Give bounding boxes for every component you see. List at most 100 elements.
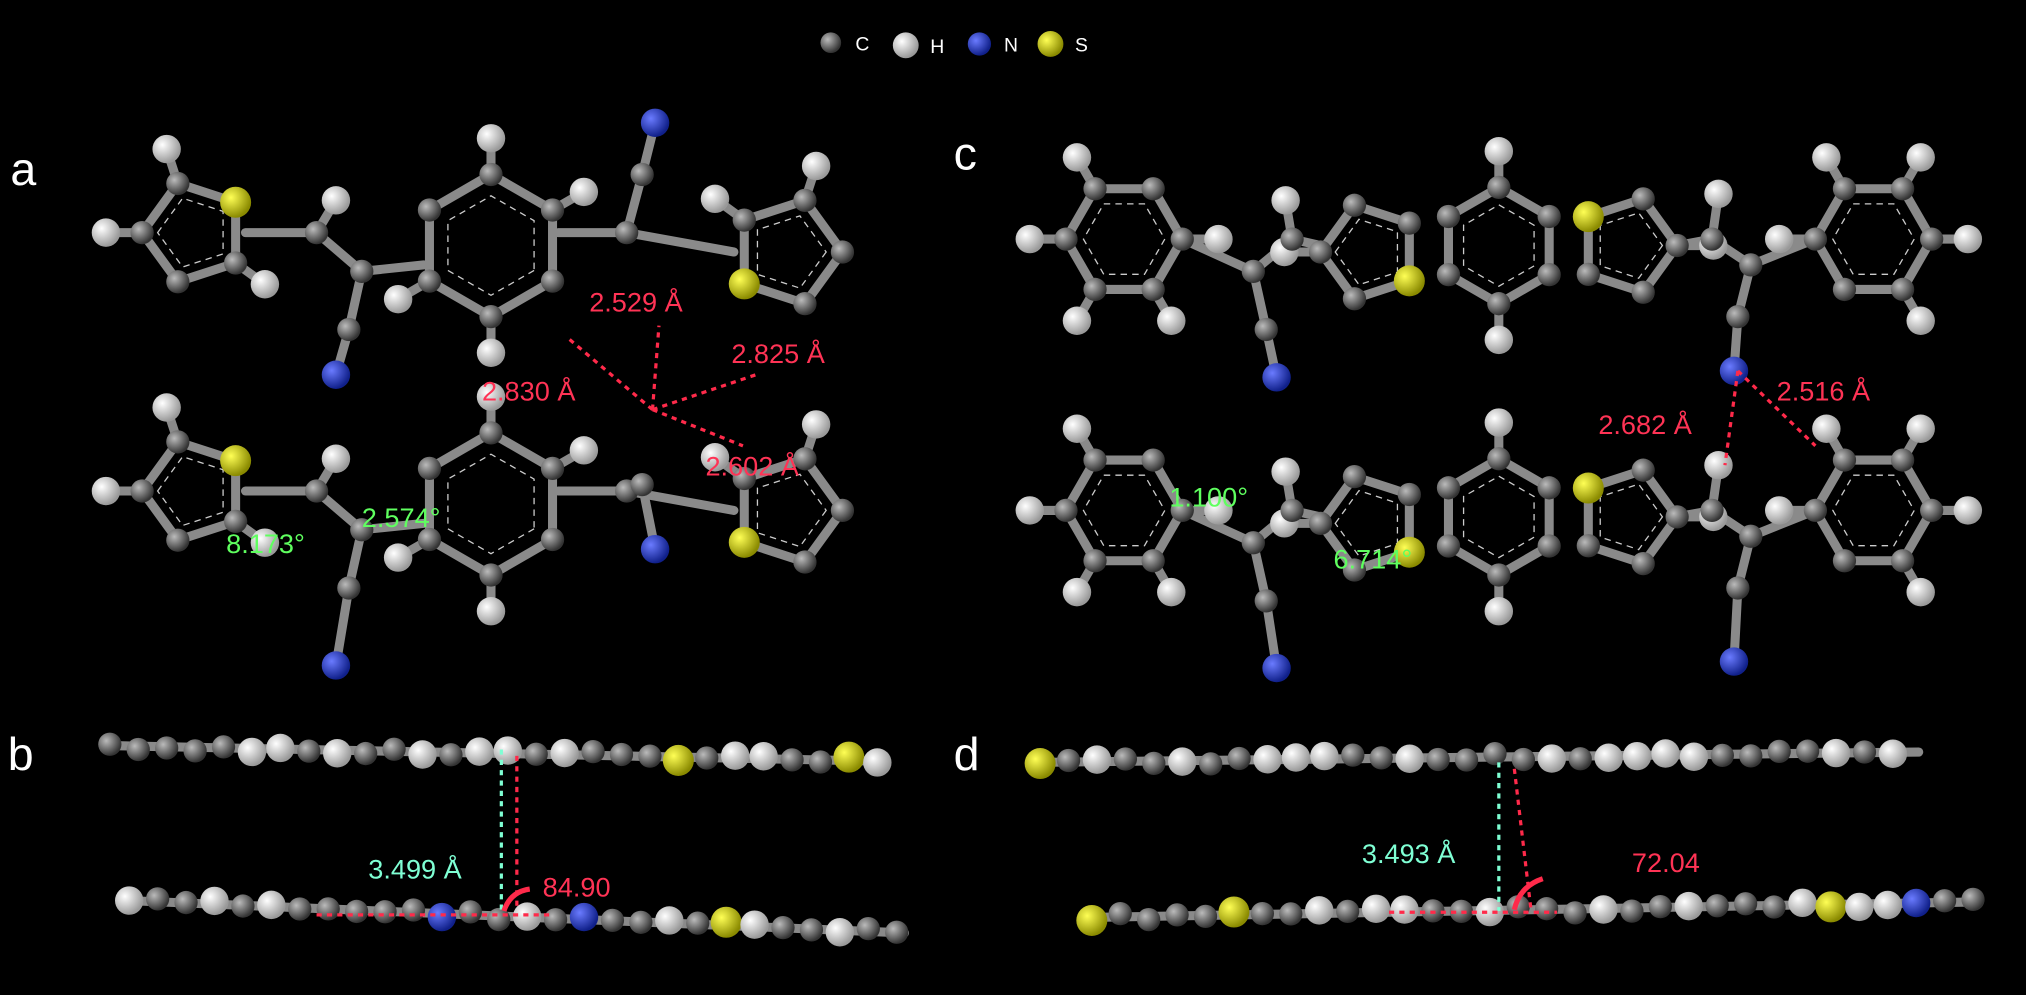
atom	[1920, 227, 1944, 251]
atom	[288, 897, 312, 921]
dashed-contacts	[316, 325, 1817, 917]
atom	[1487, 447, 1511, 471]
atom	[250, 270, 280, 299]
atom	[223, 509, 248, 534]
atom	[1812, 414, 1841, 443]
aromatic-ring	[447, 453, 535, 555]
atom	[801, 410, 831, 439]
atom	[1537, 476, 1561, 500]
atom	[1572, 472, 1604, 504]
atom	[1336, 899, 1360, 924]
atom	[1832, 448, 1857, 472]
legend-label: N	[1004, 35, 1018, 57]
bond	[622, 228, 739, 257]
atom	[321, 444, 351, 473]
atom	[1788, 888, 1817, 918]
atom	[655, 906, 684, 935]
atom	[1710, 743, 1734, 768]
atom	[1262, 653, 1291, 683]
aromatic-ring	[1599, 212, 1664, 279]
atom	[1932, 889, 1957, 913]
atom	[337, 576, 361, 600]
atom	[630, 162, 654, 187]
atom	[569, 177, 599, 207]
atom	[801, 151, 831, 181]
atom	[720, 741, 750, 770]
contact-line	[1736, 369, 1817, 447]
atom	[1141, 277, 1165, 302]
atom	[408, 740, 437, 769]
atom	[316, 897, 340, 921]
atom	[1890, 448, 1915, 472]
atom	[1271, 186, 1300, 215]
angle-label: 1.100°	[1169, 482, 1248, 513]
atom	[1436, 262, 1461, 287]
atom	[183, 739, 207, 763]
atom	[350, 259, 374, 284]
aromatic-ring	[1462, 475, 1535, 559]
aromatic-ring	[1832, 474, 1915, 547]
aromatic-ring	[1082, 203, 1166, 275]
atom	[1015, 224, 1045, 254]
distance-label: 2.602 Å	[705, 451, 799, 482]
atom	[1832, 177, 1857, 201]
atom	[1733, 892, 1758, 916]
atom	[321, 651, 351, 680]
aromatic-ring	[756, 215, 827, 289]
atom	[1015, 496, 1045, 525]
atom	[1511, 747, 1536, 772]
atom	[266, 733, 295, 763]
atom	[1390, 895, 1419, 924]
legend-atom	[892, 32, 919, 59]
atom	[1342, 287, 1367, 311]
atom	[1393, 265, 1425, 297]
atom	[686, 911, 710, 935]
atom	[1083, 277, 1107, 302]
atom	[152, 393, 181, 422]
molecules	[91, 108, 1985, 947]
atom	[863, 748, 892, 777]
atom	[1815, 891, 1847, 923]
atom	[1254, 317, 1278, 342]
bond	[486, 169, 558, 215]
atom	[220, 186, 252, 218]
angle-label: 8.173°	[226, 528, 305, 559]
atom	[354, 741, 378, 766]
atom	[600, 908, 625, 932]
atom	[540, 527, 565, 552]
atom	[417, 527, 442, 552]
atom	[1475, 897, 1504, 927]
atom	[640, 534, 670, 564]
aromatic-ring	[1334, 489, 1399, 557]
legend-atom	[967, 32, 992, 56]
panel-label: c	[954, 127, 977, 179]
atom	[728, 526, 760, 558]
atom	[1141, 549, 1165, 573]
atom	[1157, 577, 1186, 607]
angle-label: 2.574°	[362, 502, 441, 533]
atom	[780, 748, 804, 772]
atom	[1487, 175, 1511, 200]
atom	[1393, 536, 1425, 568]
distance-label: 2.529 Å	[589, 286, 683, 317]
atom	[417, 198, 442, 222]
atom	[439, 743, 463, 767]
atom	[304, 479, 329, 503]
atom	[1342, 193, 1367, 217]
atom	[799, 918, 824, 942]
atom	[1648, 894, 1672, 919]
atom	[1254, 589, 1278, 613]
atom	[1953, 496, 1983, 525]
aromatic-ring	[156, 197, 224, 268]
atom	[540, 456, 565, 481]
atom	[793, 188, 817, 213]
atom	[476, 596, 506, 626]
aromatic-ring	[756, 473, 827, 548]
atom	[1832, 277, 1857, 302]
atom	[1308, 240, 1333, 264]
atom	[1568, 747, 1592, 771]
contact-line	[567, 337, 654, 411]
atom	[1241, 259, 1265, 284]
atom	[98, 732, 122, 756]
